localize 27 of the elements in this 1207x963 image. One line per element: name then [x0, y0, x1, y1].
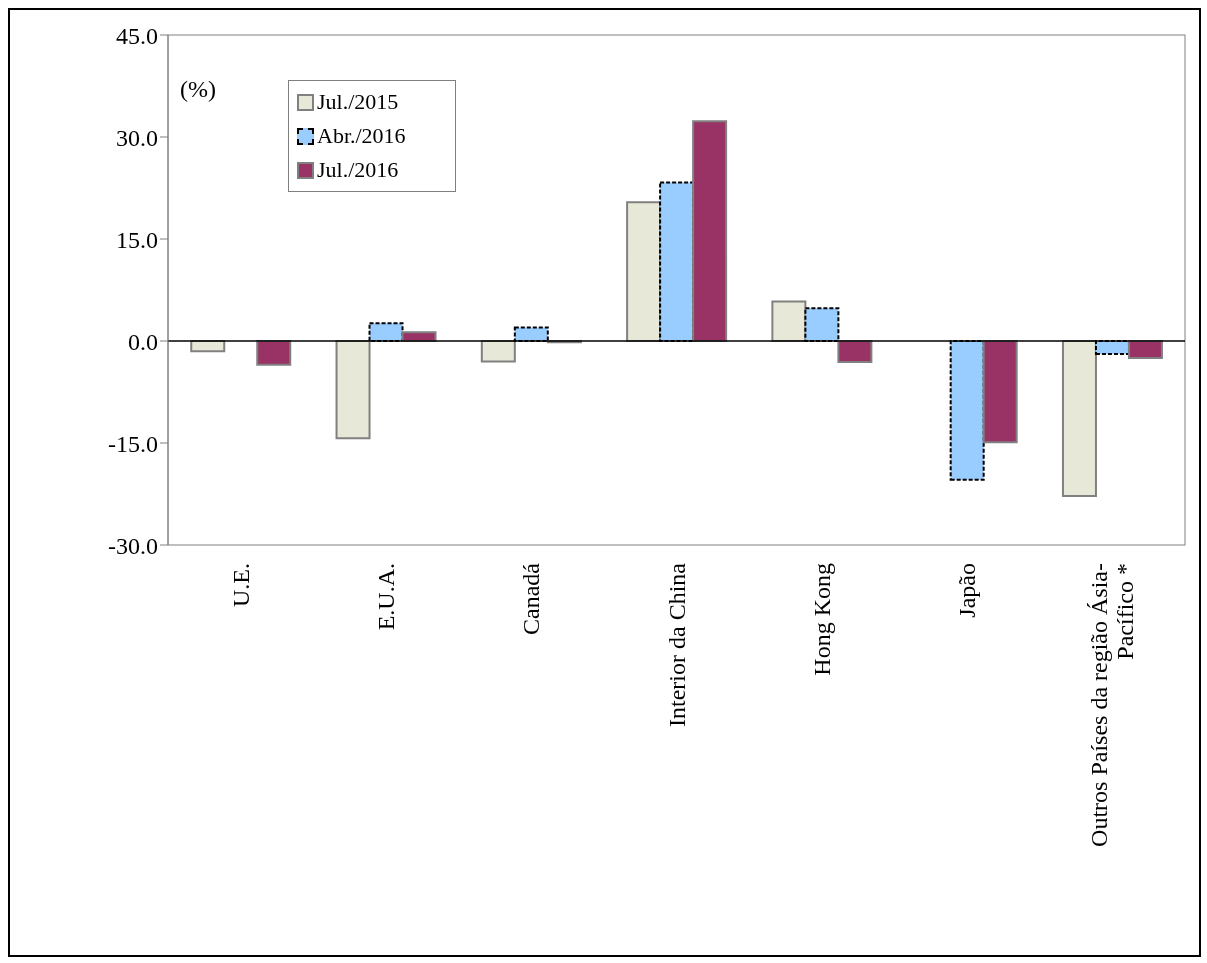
- bar: [1061, 340, 1097, 498]
- legend-label: Jul./2015: [317, 88, 399, 116]
- bar: [692, 120, 728, 342]
- bar: [480, 340, 516, 363]
- y-tick-label: 45.0: [116, 22, 158, 49]
- bar: [837, 340, 873, 364]
- bar: [335, 340, 371, 440]
- legend-label: Jul./2016: [317, 156, 399, 184]
- y-tick-label: 15.0: [116, 226, 158, 253]
- x-tick-label: Canadá: [518, 562, 545, 635]
- bar: [1127, 340, 1163, 359]
- x-tick-label: E.U.A.: [372, 563, 399, 631]
- y-axis-title: (%): [180, 76, 216, 102]
- y-tick-label: -30.0: [108, 532, 158, 559]
- x-tick-label: Interior da China: [663, 562, 690, 727]
- y-tick-label: 0.0: [128, 328, 158, 355]
- bar: [626, 201, 662, 342]
- x-tick-label: Hong Kong: [808, 563, 835, 676]
- y-tick-label: 30.0: [116, 124, 158, 151]
- y-tick-label: -15.0: [108, 430, 158, 457]
- bar: [256, 340, 292, 366]
- x-tick-label: Outros Países da região Ásia-Pacífico *: [1086, 563, 1139, 847]
- x-tick-label: Japão: [954, 563, 981, 618]
- bar: [982, 340, 1018, 444]
- bar: [771, 300, 807, 342]
- legend-label: Abr./2016: [317, 122, 406, 150]
- x-tick-label: U.E.: [227, 563, 254, 607]
